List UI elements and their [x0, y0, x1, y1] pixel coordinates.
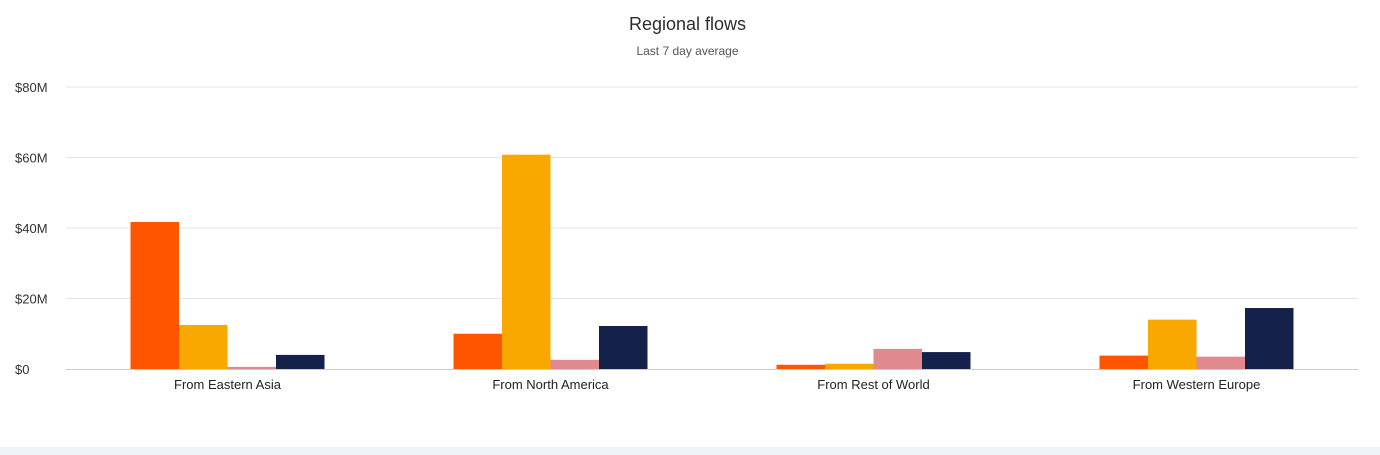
bar[interactable]	[825, 363, 874, 369]
bar[interactable]	[550, 359, 600, 369]
gridlines	[66, 86, 1358, 299]
x-category-label: From Western Europe	[1133, 377, 1261, 392]
x-axis-categories: From Eastern Asia From North America From …	[174, 377, 1260, 392]
bar[interactable]	[130, 222, 180, 369]
y-tick-label: $0	[15, 362, 29, 377]
y-tick-label: $60M	[15, 151, 48, 166]
y-tick-label: $20M	[15, 292, 48, 307]
chart-subtitle: Last 7 day average	[636, 44, 739, 58]
x-category-label: From Eastern Asia	[174, 377, 282, 392]
bar[interactable]	[1245, 308, 1294, 369]
bar[interactable]	[179, 324, 228, 369]
bar[interactable]	[502, 154, 551, 369]
footer-band	[0, 447, 1380, 455]
bar[interactable]	[1148, 319, 1197, 369]
bar[interactable]	[599, 325, 648, 369]
x-category-label: From North America	[492, 377, 609, 392]
x-category-label: From Rest of World	[817, 377, 929, 392]
bar[interactable]	[776, 364, 826, 369]
bar[interactable]	[227, 366, 277, 369]
bar[interactable]	[1196, 356, 1246, 369]
bar[interactable]	[922, 352, 971, 369]
y-tick-label: $80M	[15, 80, 48, 95]
bar[interactable]	[873, 348, 923, 369]
bar[interactable]	[276, 354, 325, 369]
bar[interactable]	[1099, 355, 1149, 369]
chart-title: Regional flows	[628, 14, 747, 34]
y-axis-ticks: $0 $20M $40M $60M $80M	[15, 80, 48, 377]
bar[interactable]	[453, 333, 503, 369]
bars	[130, 154, 1294, 369]
y-tick-label: $40M	[15, 221, 48, 236]
